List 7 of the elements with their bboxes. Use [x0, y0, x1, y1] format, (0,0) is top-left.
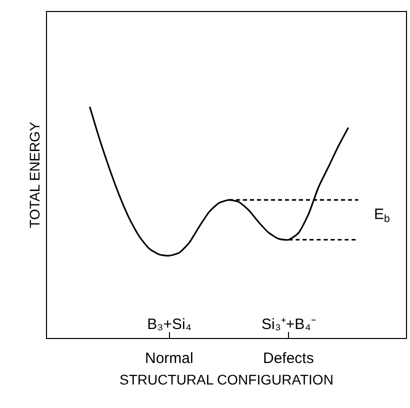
- x-axis-title: STRUCTURAL CONFIGURATION: [120, 371, 334, 388]
- x-tick-label: B₃+Si₄: [147, 316, 192, 333]
- x-tick-label: Si₃⁺+B₄⁻: [261, 316, 316, 333]
- annotation: Normal: [145, 350, 194, 367]
- y-axis-title: TOTAL ENERGY: [26, 121, 43, 228]
- annotation: Defects: [263, 350, 314, 367]
- text: E$_{b}$: [374, 206, 390, 226]
